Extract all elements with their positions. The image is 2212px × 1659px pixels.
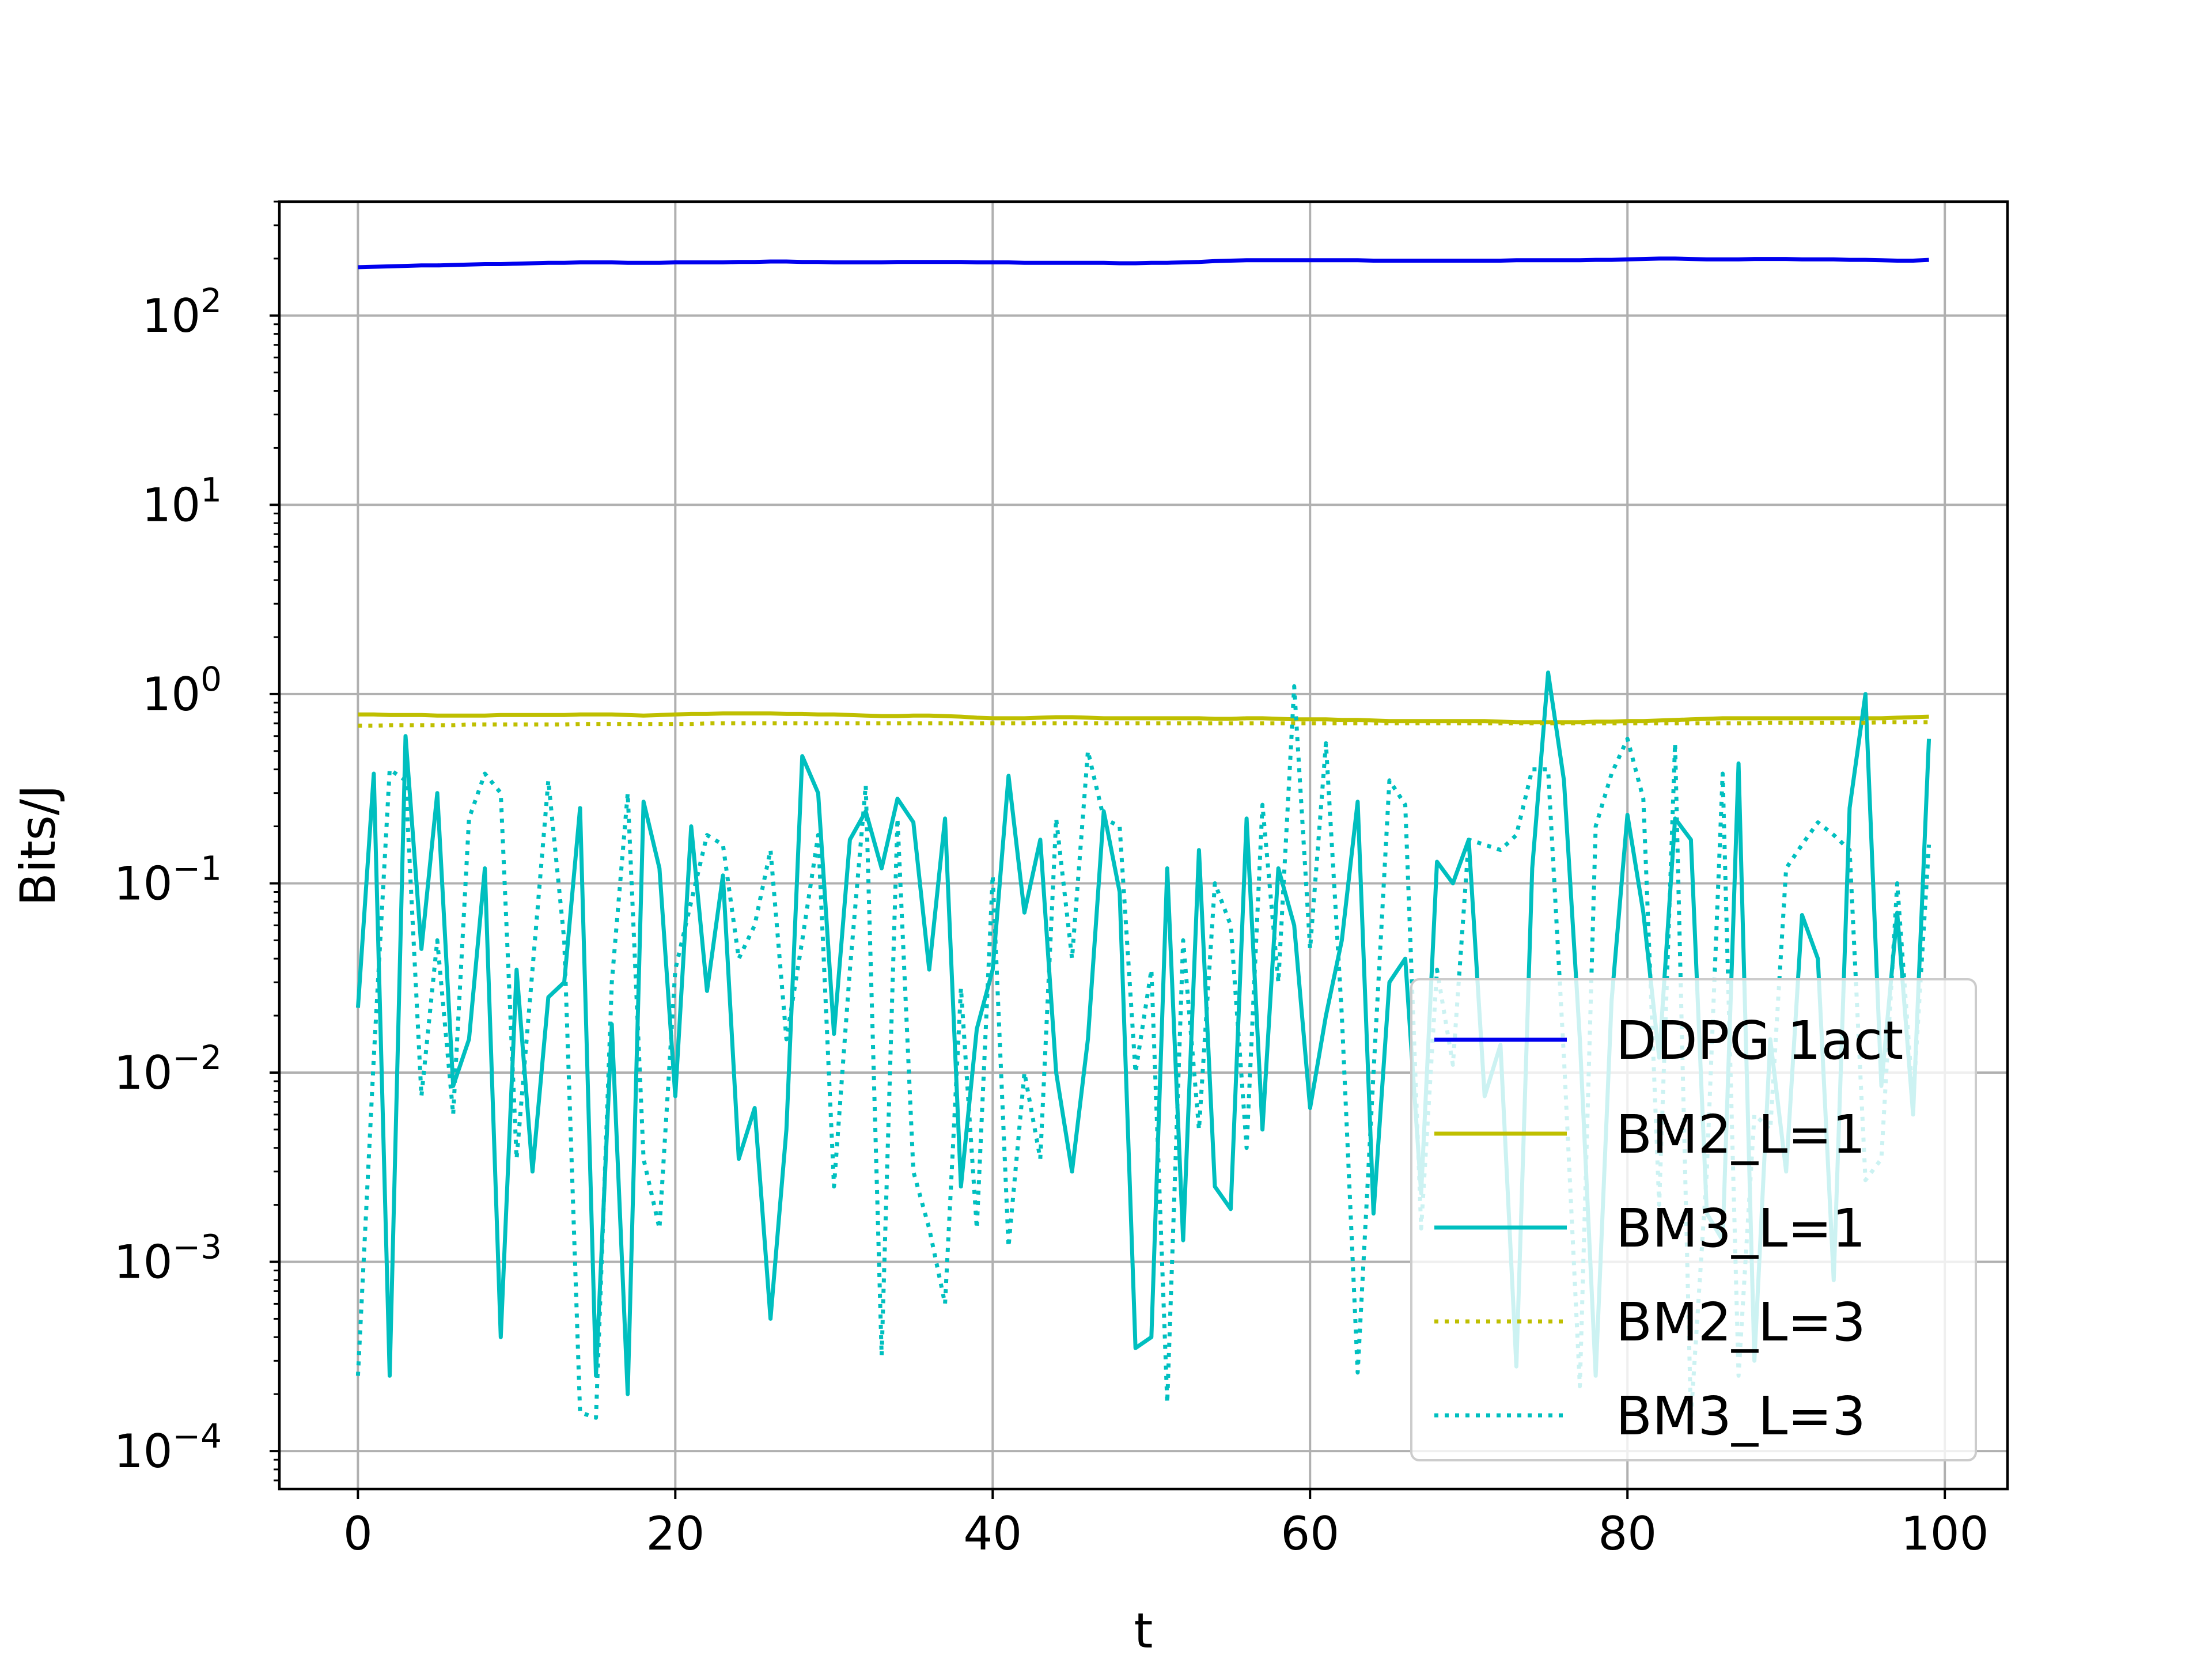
series-line-bm3-l-3 [355,684,1931,1420]
y-axis-label: Bits/J [10,785,66,906]
legend-label: BM3_L=1 [1616,1198,1866,1259]
legend: DDPG 1act BM2_L=1 BM3_L=1 BM2_L=3 BM3_L=3 [1410,978,1977,1461]
x-tick-label: 20 [646,1507,704,1560]
series-line-ddpg-1act [358,256,1929,270]
legend-label: BM2_L=1 [1616,1104,1866,1165]
y-tick-exponent: −3 [173,1228,222,1267]
y-tick-label: 102 [142,281,222,343]
y-tick-base: 10 [114,1425,173,1478]
y-tick-label: 10−4 [114,1416,222,1478]
y-tick-label: 100 [142,660,222,721]
x-tick-label: 0 [343,1507,373,1560]
y-tick-label: 10−1 [114,849,222,910]
x-tick-label: 80 [1598,1507,1657,1560]
y-tick-base: 10 [142,478,200,532]
legend-label: BM3_L=3 [1616,1385,1866,1447]
y-tick-base: 10 [142,668,200,721]
y-tick-base: 10 [114,1046,173,1100]
y-tick-base: 10 [114,857,173,910]
legend-label: DDPG 1act [1616,1010,1903,1071]
y-tick-exponent: −2 [173,1038,222,1077]
series-line-bm2-l-1 [358,711,1929,725]
y-tick-label: 101 [142,470,222,532]
y-tick-base: 10 [114,1236,173,1289]
legend-box [1410,978,1977,1461]
legend-label: BM2_L=3 [1616,1291,1866,1353]
plot-series [355,256,1931,1420]
y-tick-base: 10 [142,289,200,343]
y-tick-label: 10−2 [114,1038,222,1100]
x-tick-label: 40 [963,1507,1022,1560]
y-tick-exponent: −4 [173,1416,222,1456]
x-tick-label: 60 [1281,1507,1339,1560]
x-axis-label: t [1134,1603,1153,1659]
y-tick-exponent: 0 [200,660,222,699]
plot-frame [278,200,2009,1491]
x-tick-label: 100 [1901,1507,1989,1560]
series-line-bm2-l-3 [358,720,1929,728]
y-tick-exponent: 1 [200,470,222,509]
y-tick-exponent: −1 [173,849,222,888]
y-tick-exponent: 2 [200,281,222,320]
y-tick-label: 10−3 [114,1228,222,1289]
